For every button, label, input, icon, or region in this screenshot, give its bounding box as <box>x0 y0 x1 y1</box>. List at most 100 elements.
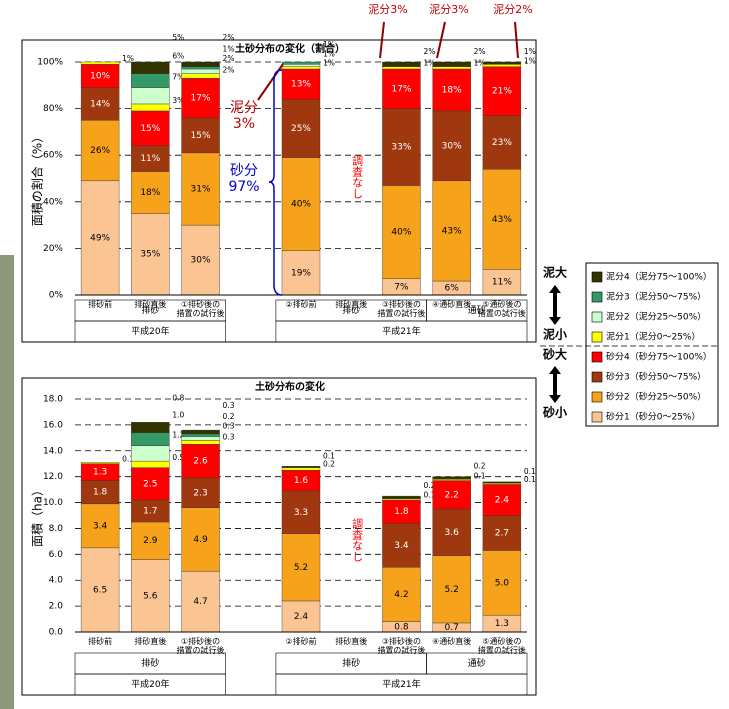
data-label: 33% <box>391 143 411 153</box>
y-tick-label: 12.0 <box>43 472 63 482</box>
data-label: 11% <box>492 278 512 288</box>
data-label: 1.7 <box>143 506 157 516</box>
bar-segment <box>182 434 220 437</box>
annotation: 調査なし <box>350 518 363 562</box>
data-label: 2.2 <box>445 490 459 500</box>
data-label: 5.2 <box>445 585 459 595</box>
data-label: 1% <box>223 45 235 54</box>
legend-label: 泥分2（泥分25～50%） <box>606 312 706 323</box>
annotation: 泥分3% <box>429 4 468 17</box>
data-label: 3.4 <box>93 521 108 531</box>
y-tick-label: 80% <box>43 104 63 114</box>
x-tick-label: ①排砂後の 措置の試行後 <box>166 637 236 655</box>
y-axis-label: 面積の割合（%） <box>30 131 45 226</box>
data-label: 0.7 <box>445 623 459 633</box>
bar-segment <box>131 422 169 432</box>
data-label: 3.3 <box>294 508 308 518</box>
data-label: 26% <box>90 146 110 156</box>
data-label: 35% <box>140 250 160 260</box>
bar-segment <box>182 62 220 67</box>
y-tick-label: 16.0 <box>43 420 63 430</box>
y-tick-label: 20% <box>43 244 63 254</box>
data-label: 0.2 <box>474 462 486 471</box>
data-label: 1.8 <box>93 488 108 498</box>
data-label: 2% <box>423 47 435 56</box>
legend-swatch <box>592 352 602 362</box>
data-label: 0.1 <box>524 475 536 484</box>
bar-segment <box>81 462 119 463</box>
y-tick-label: 18.0 <box>43 395 63 405</box>
data-label: 2.5 <box>143 479 157 489</box>
legend-label: 砂分3（砂分50～75%） <box>606 371 706 383</box>
legend-swatch <box>592 312 602 322</box>
group-label: 平成20年 <box>131 325 169 337</box>
data-label: 43% <box>492 215 512 225</box>
bar-segment <box>131 104 169 111</box>
bar-segment <box>382 62 420 67</box>
legend-swatch <box>592 332 602 342</box>
bar-segment <box>182 67 220 69</box>
annotation: 調査なし <box>350 155 363 199</box>
chart-title: 土砂分布の変化 <box>255 380 325 393</box>
bar-segment <box>433 62 471 67</box>
y-tick-label: 4.0 <box>49 576 64 586</box>
data-label: 0.8 <box>172 393 184 402</box>
x-tick-label: ⑤通砂後の 措置の試行後 <box>467 637 537 655</box>
bar-segment <box>483 62 521 64</box>
data-label: 1% <box>524 56 536 65</box>
data-label: 1.0 <box>172 411 184 420</box>
bar-segment <box>182 74 220 79</box>
y-tick-label: 0% <box>49 291 64 301</box>
data-label: 30% <box>191 256 211 266</box>
data-label: 13% <box>291 80 311 90</box>
bar-segment <box>433 67 471 69</box>
data-label: 0.3 <box>223 422 235 431</box>
annotation: 泥分 3% <box>230 100 258 132</box>
data-label: 0.2 <box>323 460 335 469</box>
data-label: 2.9 <box>143 536 158 546</box>
data-label: 5% <box>172 33 184 42</box>
data-label: 43% <box>442 226 462 236</box>
bar-segment <box>282 64 320 66</box>
bar-segment <box>182 69 220 74</box>
y-tick-label: 10.0 <box>43 498 63 508</box>
bar-segment <box>282 468 320 471</box>
bar-segment <box>282 67 320 69</box>
legend-swatch <box>592 392 602 402</box>
data-label: 0.3 <box>223 401 235 410</box>
bar-segment <box>282 62 320 64</box>
data-label: 40% <box>291 200 311 210</box>
data-label: 14% <box>90 99 110 109</box>
data-label: 4.2 <box>394 590 408 600</box>
data-label: 23% <box>492 138 512 148</box>
group-label: 排砂 <box>141 657 159 669</box>
bar-segment <box>81 62 119 64</box>
bar-segment <box>182 440 220 444</box>
y-tick-label: 14.0 <box>43 446 63 456</box>
legend-label: 砂分2（砂分25～50%） <box>606 391 706 403</box>
bar-segment <box>131 88 169 104</box>
data-label: 2% <box>223 33 235 42</box>
bar-segment <box>182 430 220 434</box>
data-label: 0.8 <box>394 622 409 632</box>
data-label: 5.0 <box>495 578 510 588</box>
legend-swatch <box>592 292 602 302</box>
group-label: 平成21年 <box>382 325 420 337</box>
y-tick-label: 40% <box>43 197 63 207</box>
data-label: 7% <box>394 282 409 292</box>
data-label: 2.6 <box>193 457 208 467</box>
legend-label: 砂分1（砂分0～25%） <box>606 411 700 423</box>
bar-segment <box>483 64 521 66</box>
data-label: 2.3 <box>193 488 207 498</box>
legend-arrow <box>549 285 561 325</box>
data-label: 2.4 <box>495 495 510 505</box>
data-label: 49% <box>90 233 110 243</box>
data-label: 0.1 <box>474 471 486 480</box>
group-label: 排砂 <box>342 657 360 669</box>
y-tick-label: 6.0 <box>49 550 64 560</box>
bar-segment <box>282 466 320 467</box>
y-tick-label: 0.0 <box>49 628 64 638</box>
bar-segment <box>131 62 169 74</box>
annotation: 泥分3% <box>368 4 407 17</box>
data-label: 1% <box>323 59 335 68</box>
